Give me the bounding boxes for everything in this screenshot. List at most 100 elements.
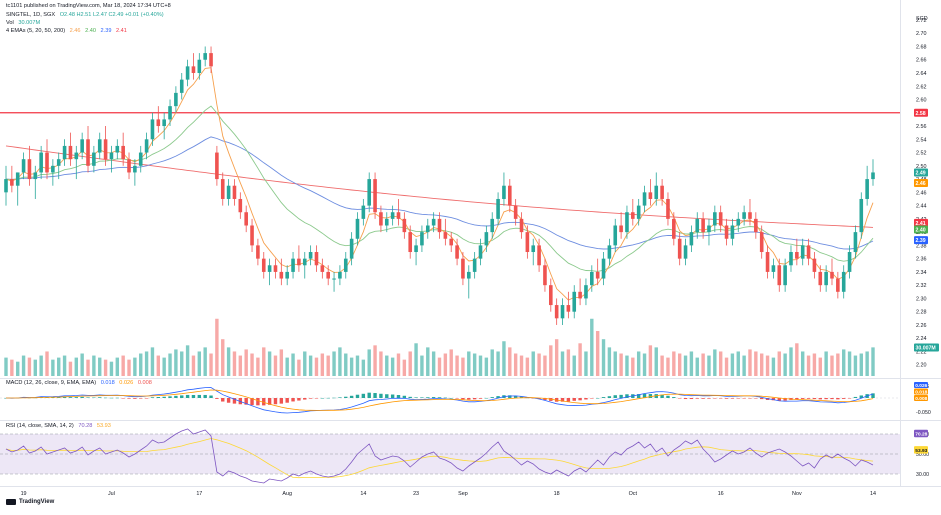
candle-body <box>115 145 120 153</box>
time-tick-label: Aug <box>282 491 292 497</box>
volume-bar <box>185 345 190 376</box>
macd-badge <box>914 382 928 388</box>
macd-histogram-bar <box>144 398 149 399</box>
ohlc-text: O2.48 H2.51 L2.47 C2.49 +0.01 (+0.40%) <box>59 12 164 18</box>
macd-histogram-bar <box>355 394 360 398</box>
candle-body <box>314 252 319 266</box>
candle-body <box>209 53 213 67</box>
macd-histogram-bar <box>221 398 225 402</box>
candle-body <box>33 172 38 180</box>
candle-body <box>455 245 459 259</box>
rsi-label[interactable]: RSI (14, close, SMA, 14, 2) <box>6 423 74 429</box>
candle-body <box>97 139 102 153</box>
macd-histogram-bar <box>57 397 61 398</box>
macd-histogram-bar <box>86 397 90 398</box>
candle-body <box>607 245 612 259</box>
macd-histogram-bar <box>291 398 295 402</box>
volume-bar <box>162 357 166 376</box>
macd-histogram-bar <box>771 398 776 401</box>
macd-histogram-bar <box>80 396 84 398</box>
rsi-value: 70.28 <box>78 423 93 429</box>
macd-signal-line <box>6 389 874 411</box>
price-tick-label: 2.28 <box>916 310 927 316</box>
macd-histogram-bar <box>859 395 863 398</box>
macd-label[interactable]: MACD (12, 26, close, 9, EMA, EMA) <box>6 380 97 386</box>
candle-body <box>144 139 149 153</box>
published-text: tc1101 published on TradingView.com, Mar… <box>6 3 171 9</box>
volume-bar <box>68 361 73 376</box>
macd-histogram-bar <box>566 398 571 402</box>
macd-histogram-bar <box>232 398 237 404</box>
candle-body <box>660 185 664 199</box>
vol-line: Vol 30.007M <box>6 20 40 27</box>
volume-bar <box>484 357 489 376</box>
vol-label[interactable]: Vol <box>6 20 14 26</box>
macd-histogram-bar <box>742 398 746 399</box>
volume-bar <box>859 353 863 376</box>
macd-histogram-bar <box>824 398 828 400</box>
macd-histogram-bar <box>373 393 377 398</box>
macd-histogram-bar <box>619 394 623 398</box>
candle-body <box>68 145 73 160</box>
macd-histogram-bar <box>701 398 705 399</box>
macd-histogram-bar <box>420 397 424 398</box>
macd-histogram-bar <box>812 398 817 399</box>
macd-histogram-bar <box>62 396 67 398</box>
volume-bar <box>45 351 49 376</box>
price-tick-label: 2.72 <box>916 18 927 24</box>
volume-bar <box>836 353 840 376</box>
volume-bar <box>215 318 219 376</box>
tradingview-logo[interactable]: TradingView <box>6 499 54 505</box>
macd-badge <box>914 395 928 401</box>
candle-body <box>572 291 577 312</box>
symbol-text[interactable]: SINGTEL, 1D, SGX <box>6 12 56 18</box>
macd-histogram-bar <box>543 398 547 400</box>
volume-bar <box>39 355 43 376</box>
macd-histogram-bar <box>818 398 822 400</box>
price-badge <box>914 168 928 177</box>
macd-histogram-bar <box>250 398 254 406</box>
candle-body <box>519 218 524 233</box>
volume-bar <box>431 351 436 376</box>
volume-bar <box>238 355 243 376</box>
volume-bar <box>262 347 266 376</box>
candle-body <box>789 252 793 266</box>
volume-bar <box>748 349 752 376</box>
volume-bar <box>244 349 248 376</box>
candle-body <box>39 152 43 173</box>
macd-histogram-bar <box>801 398 805 399</box>
candle-body <box>830 271 834 279</box>
time-tick-label: Jul <box>108 491 115 497</box>
macd-histogram-bar <box>443 397 448 399</box>
macd-histogram-bar <box>109 397 114 399</box>
candle-body <box>109 152 114 160</box>
macd-histogram-bar <box>490 397 494 398</box>
time-tick-label: Sep <box>458 491 468 497</box>
macd-histogram-bar <box>519 396 524 398</box>
macd-histogram-bar <box>168 396 172 398</box>
price-tick-label: 2.30 <box>916 296 927 302</box>
candle-body <box>584 285 588 299</box>
volume-bar <box>695 357 699 376</box>
candle-body <box>554 305 559 319</box>
macd-histogram-bar <box>396 395 401 398</box>
volume-bar <box>607 347 612 376</box>
macd-histogram-bar <box>695 398 699 399</box>
macd-histogram-bar <box>203 394 207 398</box>
macd-signal-value: 0.026 <box>119 380 134 386</box>
candle-body <box>279 271 284 279</box>
candle-body <box>349 238 354 259</box>
candle-body <box>461 258 465 279</box>
candle-body <box>80 139 84 153</box>
candle-body <box>771 265 776 272</box>
ema-label[interactable]: 4 EMAs (5, 20, 50, 200) <box>6 28 66 34</box>
volume-bar <box>801 351 805 376</box>
ema20-value: 2.40 <box>85 28 96 34</box>
candle-body <box>800 245 805 259</box>
macd-histogram-bar <box>666 395 670 398</box>
candle-body <box>250 225 254 246</box>
volume-bar <box>718 351 723 376</box>
price-tick-label: 2.32 <box>916 283 927 289</box>
macd-histogram-bar <box>379 393 383 398</box>
